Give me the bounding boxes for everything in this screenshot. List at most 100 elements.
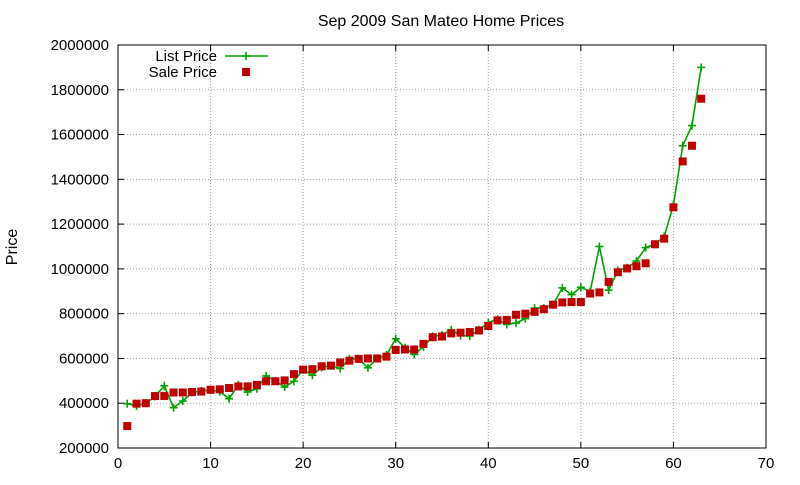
sale-price-point	[141, 399, 150, 408]
sale-price-point	[613, 268, 622, 277]
sale-price-point	[299, 365, 308, 374]
list-price-point	[697, 63, 706, 72]
list-price-point	[280, 383, 289, 392]
sale-price-point	[234, 382, 243, 391]
sale-price-point	[586, 289, 595, 298]
sale-price-point	[697, 94, 706, 103]
sale-price-point	[188, 388, 197, 397]
list-price-point	[604, 286, 613, 295]
sale-price-point	[373, 354, 382, 363]
list-price-point	[641, 243, 650, 252]
sale-price-point	[206, 385, 215, 394]
list-price-point	[225, 394, 234, 403]
list-price-point	[512, 319, 521, 328]
sale-price-point	[363, 354, 372, 363]
sale-price-point	[317, 362, 326, 371]
sale-price-point	[151, 392, 160, 401]
list-price-point	[678, 141, 687, 150]
sale-price-point	[641, 259, 650, 268]
x-tick-label: 50	[573, 455, 590, 472]
y-tick-label: 1400000	[51, 171, 109, 188]
list-price-point	[160, 381, 169, 390]
sale-price-point	[169, 388, 178, 397]
list-price-point	[169, 403, 178, 412]
sale-price-point	[484, 321, 493, 330]
y-tick-label: 1000000	[51, 261, 109, 278]
plot-frame	[117, 44, 767, 449]
sale-price-point	[493, 316, 502, 325]
y-tick-label: 400000	[59, 395, 109, 412]
list-price-point	[123, 399, 132, 408]
sale-price-point	[243, 382, 252, 391]
sale-price-point	[262, 377, 271, 386]
sale-price-point	[465, 328, 474, 337]
x-tick-label: 60	[665, 455, 682, 472]
sale-price-point	[521, 309, 530, 318]
list-price-point	[567, 290, 576, 299]
sale-price-point	[428, 333, 437, 342]
sale-price-point	[252, 380, 261, 389]
sale-price-point	[456, 328, 465, 337]
sale-price-point	[650, 240, 659, 249]
y-tick-label: 200000	[59, 440, 109, 457]
sale-price-point	[539, 305, 548, 314]
sale-price-point	[595, 288, 604, 297]
y-tick-label: 1200000	[51, 216, 109, 233]
sale-price-point	[132, 399, 141, 408]
sale-price-point	[354, 354, 363, 363]
y-tick-label: 800000	[59, 306, 109, 323]
sale-price-point	[289, 370, 298, 379]
list-price-point	[363, 363, 372, 372]
sale-price-point	[345, 356, 354, 365]
sale-price-point	[669, 203, 678, 212]
sale-price-point	[687, 141, 696, 150]
sale-price-point	[197, 387, 206, 396]
legend-label-list-price: List Price	[155, 48, 217, 65]
sale-price-point	[410, 345, 419, 354]
y-tick-label: 600000	[59, 350, 109, 367]
sale-price-point	[400, 345, 409, 354]
sale-price-point	[123, 422, 132, 431]
list-price-point	[558, 283, 567, 292]
list-price-point	[178, 396, 187, 405]
sale-price-point	[336, 358, 345, 367]
sale-price-point	[502, 315, 511, 324]
legend-swatch-sale-price	[242, 68, 250, 76]
sale-price-point	[271, 377, 280, 386]
list-price-point	[595, 242, 604, 251]
grid	[118, 45, 766, 448]
y-tick-label: 1600000	[51, 127, 109, 144]
sale-price-point	[280, 376, 289, 385]
x-tick-label: 30	[387, 455, 404, 472]
axis-ticks: 0 10 20 30 40 50 60 70 200000 400000 600000 800000 1…	[51, 37, 775, 472]
sale-price-point	[623, 264, 632, 273]
sale-price-point	[326, 361, 335, 370]
sale-price-point	[558, 298, 567, 307]
x-tick-label: 0	[114, 455, 122, 472]
sale-price-point	[438, 332, 446, 341]
sale-price-point	[382, 352, 391, 361]
y-tick-label: 2000000	[51, 37, 109, 54]
legend-label-sale-price: Sale Price	[149, 64, 217, 81]
x-tick-label: 70	[758, 455, 775, 472]
sale-price-point	[447, 329, 456, 338]
sale-price-point	[178, 388, 187, 397]
sale-price-point	[475, 326, 484, 335]
list-price-point	[576, 283, 585, 292]
list-price-point	[391, 334, 400, 343]
sale-price-point	[632, 262, 641, 271]
sale-price-point	[419, 339, 428, 348]
list-price-point	[289, 377, 298, 386]
sale-price-point	[160, 392, 169, 401]
sale-price-point	[308, 365, 317, 374]
sale-price-point	[215, 385, 224, 394]
sale-price-point	[660, 234, 669, 243]
sale-price-point	[678, 157, 687, 166]
sale-price-point	[530, 307, 539, 316]
sale-price-point	[576, 298, 585, 307]
x-tick-label: 10	[202, 455, 219, 472]
sale-price-point	[225, 383, 234, 392]
sale-price-point	[567, 298, 576, 307]
